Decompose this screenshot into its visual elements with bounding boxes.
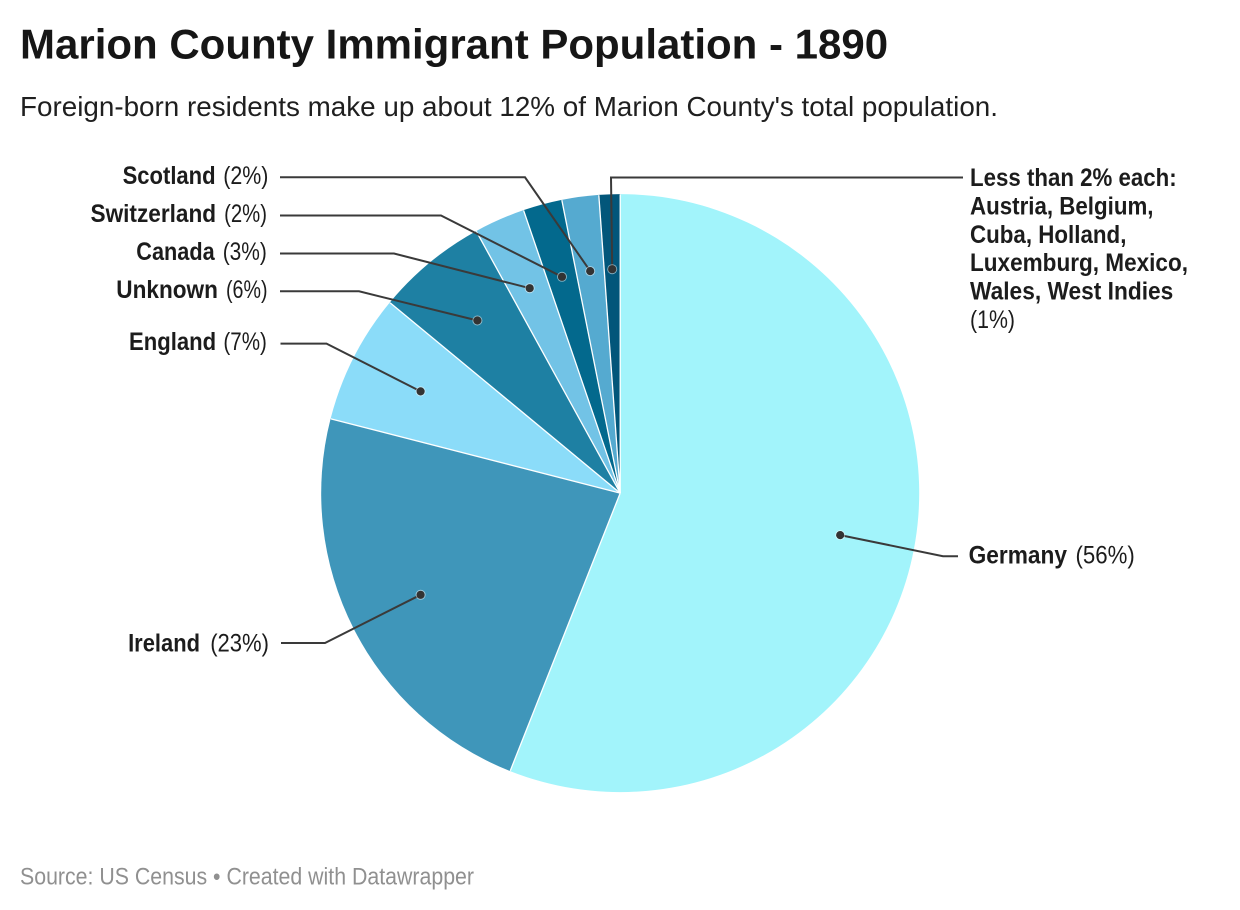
svg-text:Ireland: Ireland xyxy=(128,630,200,658)
svg-text:Less than 2% each:: Less than 2% each: xyxy=(970,164,1177,192)
svg-text:Germany: Germany xyxy=(969,541,1067,569)
svg-text:(1%): (1%) xyxy=(970,306,1015,334)
svg-text:Luxemburg, Mexico,: Luxemburg, Mexico, xyxy=(970,249,1188,277)
svg-text:(2%): (2%) xyxy=(224,200,267,228)
svg-text:Wales, West Indies: Wales, West Indies xyxy=(970,278,1173,306)
svg-text:(23%): (23%) xyxy=(210,630,269,658)
svg-text:Marion County Immigrant Popula: Marion County Immigrant Population - 189… xyxy=(20,21,888,68)
svg-text:Foreign-born residents make up: Foreign-born residents make up about 12%… xyxy=(20,91,998,122)
svg-text:Scotland: Scotland xyxy=(123,162,216,190)
svg-text:England: England xyxy=(129,328,216,356)
svg-text:(3%): (3%) xyxy=(223,238,267,266)
svg-text:Switzerland: Switzerland xyxy=(91,200,217,228)
svg-text:Cuba, Holland,: Cuba, Holland, xyxy=(970,221,1126,249)
svg-text:Unknown: Unknown xyxy=(116,276,218,304)
svg-text:(2%): (2%) xyxy=(223,162,268,190)
svg-text:(56%): (56%) xyxy=(1076,541,1135,569)
svg-text:Austria, Belgium,: Austria, Belgium, xyxy=(970,192,1154,220)
svg-text:(7%): (7%) xyxy=(223,328,267,356)
svg-text:(6%): (6%) xyxy=(226,276,268,304)
svg-text:Canada: Canada xyxy=(136,238,215,266)
svg-text:Source: US Census • Created wi: Source: US Census • Created with Datawra… xyxy=(20,864,474,891)
